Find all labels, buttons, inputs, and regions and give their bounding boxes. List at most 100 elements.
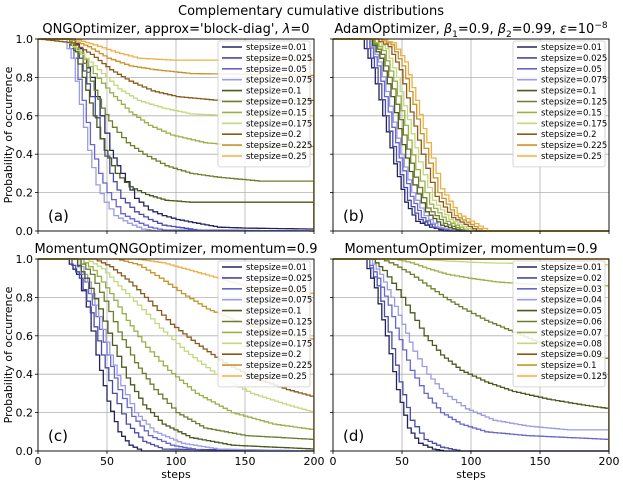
legend-box bbox=[217, 260, 311, 388]
legend-label: stepsize=0.125 bbox=[541, 372, 607, 382]
legend-label: stepsize=0.15 bbox=[541, 108, 602, 118]
y-tick-label: 0.6 bbox=[16, 330, 34, 343]
legend-label: stepsize=0.04 bbox=[541, 296, 602, 306]
y-tick-label: 1.0 bbox=[16, 253, 34, 266]
x-tick-label: 150 bbox=[235, 455, 256, 468]
series-line-3 bbox=[333, 258, 609, 451]
legend-label: stepsize=0.05 bbox=[541, 307, 602, 317]
panel-title-part: MomentumQNGOptimizer, momentum=0.9 bbox=[34, 242, 317, 257]
legend-label: stepsize=0.1 bbox=[246, 307, 302, 317]
legend-label: stepsize=0.175 bbox=[246, 119, 312, 129]
x-axis-label-left: steps bbox=[161, 468, 191, 481]
legend-label: stepsize=0.15 bbox=[246, 328, 307, 338]
legend-label: stepsize=0.15 bbox=[246, 108, 307, 118]
panel-title: MomentumOptimizer, momentum=0.9 bbox=[344, 242, 597, 257]
panel-title-part: β bbox=[443, 22, 452, 37]
legend-label: stepsize=0.125 bbox=[246, 318, 312, 328]
legend-label: stepsize=0.01 bbox=[541, 43, 602, 53]
x-axis-label-right: steps bbox=[456, 468, 486, 481]
y-tick-label: 0.6 bbox=[16, 110, 34, 123]
legend-label: stepsize=0.225 bbox=[541, 141, 607, 151]
legend-label: stepsize=0.1 bbox=[541, 361, 597, 371]
panel-title-part: 1 bbox=[452, 30, 458, 40]
legend-label: stepsize=0.05 bbox=[246, 65, 307, 75]
legend-label: stepsize=0.075 bbox=[541, 76, 607, 86]
y-tick-label: 0.2 bbox=[16, 187, 34, 200]
series-line-5 bbox=[38, 258, 314, 451]
panel-title: QNGOptimizer, approx='block-diag', λ=0 bbox=[42, 22, 309, 37]
legend-label: stepsize=0.075 bbox=[246, 296, 312, 306]
panel-title: MomentumQNGOptimizer, momentum=0.9 bbox=[34, 242, 317, 257]
legend-box bbox=[512, 40, 606, 168]
panel-letter: (a) bbox=[48, 207, 69, 225]
figure-suptitle: Complementary cumulative distributions bbox=[178, 4, 444, 19]
legend-label: stepsize=0.08 bbox=[541, 339, 602, 349]
panel-title-part: MomentumOptimizer, momentum=0.9 bbox=[344, 242, 597, 257]
legend-label: stepsize=0.175 bbox=[541, 119, 607, 129]
legend-label: stepsize=0.025 bbox=[246, 274, 312, 284]
x-tick-label: 150 bbox=[530, 455, 551, 468]
legend-label: stepsize=0.09 bbox=[541, 350, 602, 360]
x-tick-label: 100 bbox=[166, 455, 187, 468]
series-line-5 bbox=[38, 38, 314, 231]
y-tick-label: 0.0 bbox=[16, 445, 34, 458]
series-line-7 bbox=[38, 258, 314, 451]
legend-label: stepsize=0.01 bbox=[246, 263, 307, 273]
panel-title-part: ε bbox=[560, 22, 567, 37]
legend-box bbox=[512, 260, 606, 388]
chart-panel-1: AdamOptimizer, β1=0.9, β2=0.99, ε=10−8 (b… bbox=[330, 21, 610, 234]
y-tick-label: 0.4 bbox=[16, 148, 34, 161]
legend-label: stepsize=0.2 bbox=[541, 130, 597, 140]
x-tick-label: 200 bbox=[304, 455, 325, 468]
legend-label: stepsize=0.2 bbox=[246, 130, 302, 140]
y-tick-label: 1.0 bbox=[16, 33, 34, 46]
y-tick-label: 0.8 bbox=[16, 291, 34, 304]
legend-label: stepsize=0.125 bbox=[246, 98, 312, 108]
y-axis-label-bottom: Probability of occurrence bbox=[2, 286, 15, 423]
y-tick-label: 0.0 bbox=[16, 225, 34, 238]
series-line-4 bbox=[333, 258, 609, 451]
legend-label: stepsize=0.06 bbox=[541, 318, 602, 328]
x-tick-label: 50 bbox=[100, 455, 114, 468]
legend-label: stepsize=0.01 bbox=[541, 263, 602, 273]
legend-label: stepsize=0.02 bbox=[541, 274, 602, 284]
panel-letter: (d) bbox=[343, 427, 364, 445]
panel-title-part: =10 bbox=[567, 22, 594, 37]
panel-title-part: −8 bbox=[594, 21, 608, 31]
legend-label: stepsize=0.25 bbox=[541, 152, 602, 162]
legend-label: stepsize=0.225 bbox=[246, 141, 312, 151]
panel-title-part: AdamOptimizer, bbox=[334, 22, 443, 37]
y-axis-label-top: Probability of occurrence bbox=[2, 66, 15, 203]
x-tick-label: 200 bbox=[599, 455, 620, 468]
panel-title: AdamOptimizer, β1=0.9, β2=0.99, ε=10−8 bbox=[334, 21, 607, 40]
legend-label: stepsize=0.05 bbox=[246, 285, 307, 295]
legend-label: stepsize=0.1 bbox=[246, 87, 302, 97]
legend-label: stepsize=0.225 bbox=[246, 361, 312, 371]
legend-label: stepsize=0.25 bbox=[246, 372, 307, 382]
legend-label: stepsize=0.075 bbox=[246, 76, 312, 86]
x-tick-label: 50 bbox=[395, 455, 409, 468]
panel-letter: (b) bbox=[343, 207, 364, 225]
legend-label: stepsize=0.125 bbox=[541, 98, 607, 108]
legend-label: stepsize=0.025 bbox=[541, 54, 607, 64]
chart-panel-3: 0 50 100 150 200 MomentumOptimizer, momentum=… bbox=[330, 242, 620, 468]
legend-label: stepsize=0.03 bbox=[541, 285, 602, 295]
panel-title-part: β bbox=[497, 22, 506, 37]
legend-label: stepsize=0.025 bbox=[246, 54, 312, 64]
y-tick-label: 0.4 bbox=[16, 368, 34, 381]
legend-label: stepsize=0.01 bbox=[246, 43, 307, 53]
panel-title-part: λ bbox=[282, 22, 291, 37]
chart-panel-2: 0 50 100 150 200 0.0 0.2 0.4 0.6 0.8 1.0MomentumQN… bbox=[16, 242, 325, 468]
x-tick-label: 0 bbox=[35, 455, 42, 468]
legend-label: stepsize=0.175 bbox=[246, 339, 312, 349]
chart-panel-0: 0.0 0.2 0.4 0.6 0.8 1.0 QNGOptimizer, approx='… bbox=[16, 22, 315, 238]
panel-letter: (c) bbox=[48, 427, 68, 445]
x-tick-label: 0 bbox=[330, 455, 337, 468]
series-line-4 bbox=[38, 38, 314, 231]
panel-title-part: =0 bbox=[290, 22, 309, 37]
panel-title-part: QNGOptimizer, approx='block-diag', bbox=[42, 22, 282, 37]
series-line-2 bbox=[333, 258, 609, 451]
series-line-6 bbox=[38, 258, 314, 451]
legend-label: stepsize=0.07 bbox=[541, 328, 602, 338]
legend-label: stepsize=0.05 bbox=[541, 65, 602, 75]
